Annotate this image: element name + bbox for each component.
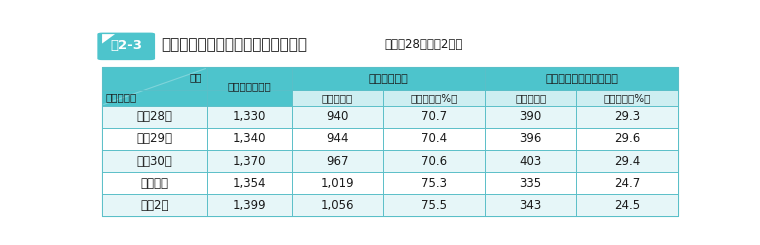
FancyBboxPatch shape [97, 33, 155, 60]
Bar [383, 90, 485, 106]
Bar [102, 106, 207, 128]
Bar [207, 128, 292, 150]
Bar [95, 29, 684, 63]
Text: 給与所得以外の所得あり: 給与所得以外の所得あり [545, 74, 618, 84]
Text: 給与所得のみ: 給与所得のみ [369, 74, 408, 84]
Bar [383, 150, 485, 172]
Bar [207, 67, 292, 106]
Text: 70.4: 70.4 [421, 133, 447, 146]
Text: 区分: 区分 [190, 72, 202, 82]
Bar [576, 150, 678, 172]
Bar [102, 194, 207, 216]
Text: 967: 967 [326, 155, 349, 168]
Text: 構成割合（%）: 構成割合（%） [410, 93, 458, 103]
Bar [383, 128, 485, 150]
Bar [292, 106, 383, 128]
Bar [485, 128, 576, 150]
Text: 表2-3: 表2-3 [110, 39, 142, 52]
Text: 1,056: 1,056 [321, 199, 354, 212]
Text: 平成28年: 平成28年 [137, 110, 173, 123]
Text: 年（暦年）: 年（暦年） [106, 92, 137, 102]
Text: 所得等報告書の提出件数とその内訳: 所得等報告書の提出件数とその内訳 [161, 37, 307, 52]
Text: 1,340: 1,340 [233, 133, 266, 146]
Bar [102, 150, 207, 172]
Bar [102, 128, 207, 150]
Bar [485, 194, 576, 216]
Bar [102, 172, 207, 194]
Bar [576, 106, 678, 128]
Text: 1,370: 1,370 [233, 155, 266, 168]
Text: 平成30年: 平成30年 [137, 155, 173, 168]
Bar [292, 67, 485, 90]
Polygon shape [102, 34, 115, 44]
Bar [292, 194, 383, 216]
Text: 令和元年: 令和元年 [141, 177, 169, 190]
Bar [383, 194, 485, 216]
Bar [207, 172, 292, 194]
Text: 29.4: 29.4 [614, 155, 641, 168]
Text: 390: 390 [520, 110, 542, 123]
Bar [576, 194, 678, 216]
Bar [383, 172, 485, 194]
Text: 1,019: 1,019 [321, 177, 354, 190]
Bar [292, 150, 383, 172]
Text: 70.6: 70.6 [421, 155, 447, 168]
Bar [102, 67, 678, 216]
Text: 24.5: 24.5 [614, 199, 641, 212]
Bar [383, 106, 485, 128]
Text: 335: 335 [520, 177, 542, 190]
Bar [485, 150, 576, 172]
Bar [102, 67, 207, 106]
Text: 29.3: 29.3 [614, 110, 641, 123]
Text: 70.7: 70.7 [421, 110, 447, 123]
Text: 75.3: 75.3 [421, 177, 447, 190]
Bar [576, 128, 678, 150]
Bar [485, 172, 576, 194]
Bar [485, 67, 678, 90]
Text: 343: 343 [520, 199, 542, 212]
Bar [576, 172, 678, 194]
Bar [485, 106, 576, 128]
Text: 件数（件）: 件数（件） [515, 93, 546, 103]
Bar [292, 172, 383, 194]
Text: 403: 403 [520, 155, 542, 168]
Text: （平成28〜令和2年）: （平成28〜令和2年） [385, 38, 463, 51]
Text: 構成割合（%）: 構成割合（%） [603, 93, 651, 103]
Text: 1,330: 1,330 [233, 110, 266, 123]
Text: 24.7: 24.7 [614, 177, 641, 190]
Bar [207, 150, 292, 172]
Text: 件数（件）: 件数（件） [322, 93, 353, 103]
Bar [576, 90, 678, 106]
Bar [485, 90, 576, 106]
Text: 396: 396 [520, 133, 542, 146]
Bar [207, 106, 292, 128]
Text: 944: 944 [326, 133, 349, 146]
Bar [207, 194, 292, 216]
Text: 1,399: 1,399 [233, 199, 266, 212]
Text: 75.5: 75.5 [421, 199, 447, 212]
Bar [292, 128, 383, 150]
Bar [292, 90, 383, 106]
Text: 提出件数（件）: 提出件数（件） [227, 82, 271, 91]
Text: 1,354: 1,354 [233, 177, 266, 190]
Text: 29.6: 29.6 [614, 133, 641, 146]
Text: 940: 940 [326, 110, 349, 123]
Text: 平成29年: 平成29年 [137, 133, 173, 146]
Text: 令和2年: 令和2年 [141, 199, 169, 212]
